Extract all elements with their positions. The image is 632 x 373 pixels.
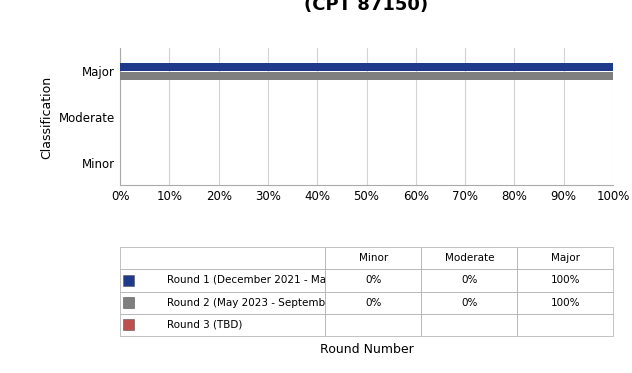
- Bar: [120, 72, 613, 80]
- Title: Clinical Laboratory Services
(CPT 87150): Clinical Laboratory Services (CPT 87150): [226, 0, 507, 14]
- Text: Round Number: Round Number: [320, 343, 413, 356]
- Bar: [120, 63, 613, 71]
- Y-axis label: Classification: Classification: [40, 75, 54, 159]
